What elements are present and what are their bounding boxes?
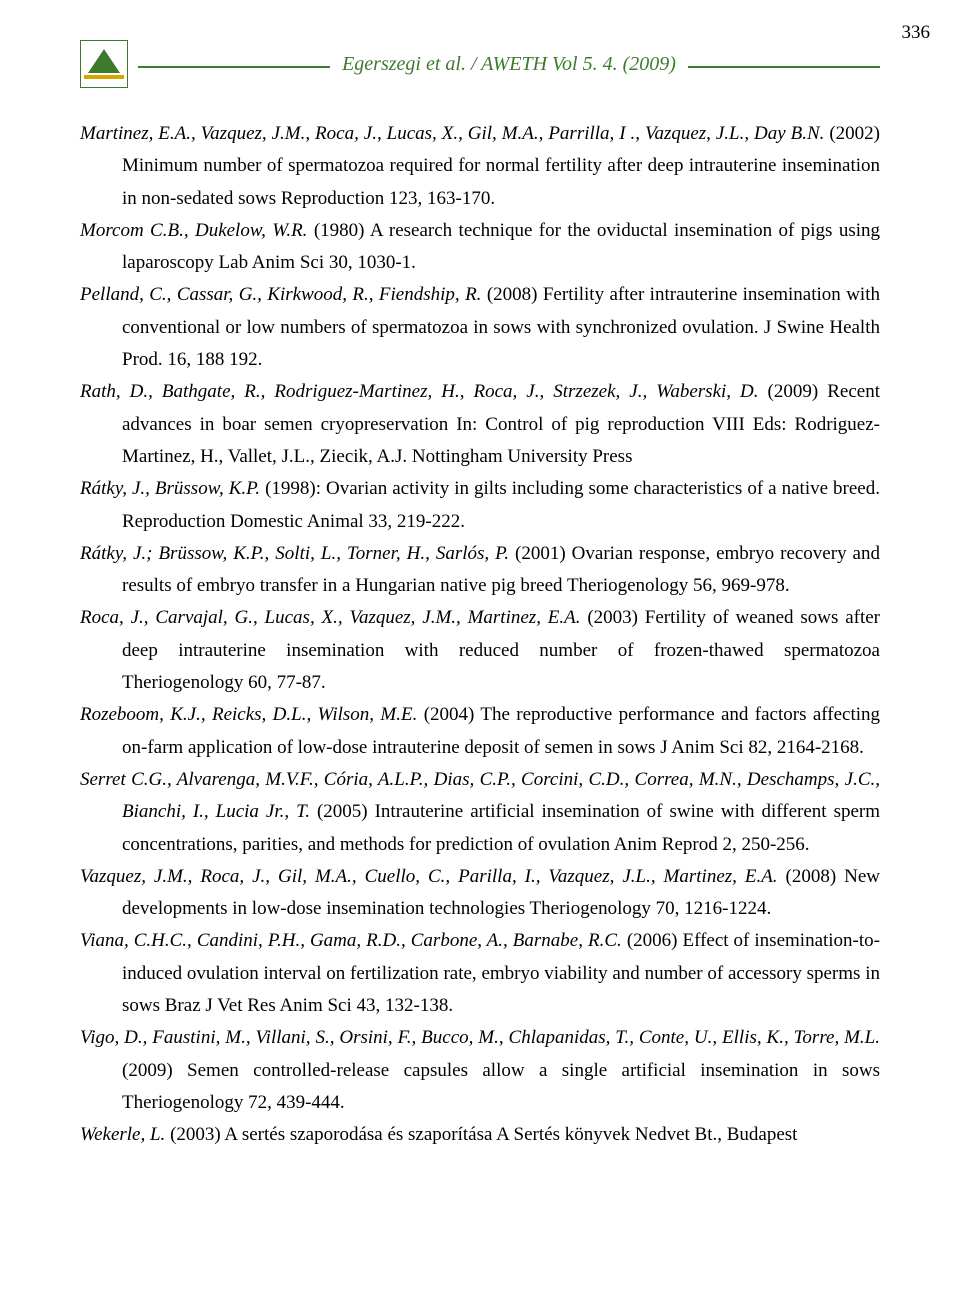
- reference-authors: Morcom C.B., Dukelow, W.R.: [80, 220, 307, 241]
- reference-authors: Rátky, J., Brüssow, K.P.: [80, 478, 260, 499]
- reference-authors: Rozeboom, K.J., Reicks, D.L., Wilson, M.…: [80, 704, 417, 725]
- page-number: 336: [902, 22, 931, 44]
- reference-item: Rátky, J.; Brüssow, K.P., Solti, L., Tor…: [80, 538, 880, 603]
- reference-authors: Viana, C.H.C., Candini, P.H., Gama, R.D.…: [80, 930, 622, 951]
- reference-authors: Rátky, J.; Brüssow, K.P., Solti, L., Tor…: [80, 543, 509, 564]
- reference-item: Morcom C.B., Dukelow, W.R. (1980) A rese…: [80, 215, 880, 280]
- reference-item: Wekerle, L. (2003) A sertés szaporodása …: [80, 1119, 880, 1151]
- journal-logo: [80, 40, 128, 88]
- reference-item: Viana, C.H.C., Candini, P.H., Gama, R.D.…: [80, 925, 880, 1022]
- reference-item: Vigo, D., Faustini, M., Villani, S., Ors…: [80, 1022, 880, 1119]
- reference-body: (2003) A sertés szaporodása és szaporítá…: [165, 1124, 797, 1145]
- reference-item: Martinez, E.A., Vazquez, J.M., Roca, J.,…: [80, 118, 880, 215]
- reference-body: (2009) Semen controlled-release capsules…: [122, 1060, 880, 1113]
- reference-item: Rath, D., Bathgate, R., Rodriguez-Martin…: [80, 376, 880, 473]
- reference-authors: Roca, J., Carvajal, G., Lucas, X., Vazqu…: [80, 607, 581, 628]
- reference-authors: Wekerle, L.: [80, 1124, 165, 1145]
- reference-authors: Vigo, D., Faustini, M., Villani, S., Ors…: [80, 1027, 880, 1048]
- reference-authors: Martinez, E.A., Vazquez, J.M., Roca, J.,…: [80, 123, 824, 144]
- reference-item: Rátky, J., Brüssow, K.P. (1998): Ovarian…: [80, 473, 880, 538]
- reference-item: Vazquez, J.M., Roca, J., Gil, M.A., Cuel…: [80, 861, 880, 926]
- reference-item: Rozeboom, K.J., Reicks, D.L., Wilson, M.…: [80, 699, 880, 764]
- reference-item: Serret C.G., Alvarenga, M.V.F., Cória, A…: [80, 764, 880, 861]
- reference-item: Pelland, C., Cassar, G., Kirkwood, R., F…: [80, 279, 880, 376]
- reference-authors: Pelland, C., Cassar, G., Kirkwood, R., F…: [80, 284, 481, 305]
- reference-authors: Vazquez, J.M., Roca, J., Gil, M.A., Cuel…: [80, 866, 778, 887]
- journal-title: Egerszegi et al. / AWETH Vol 5. 4. (2009…: [342, 53, 676, 76]
- reference-item: Roca, J., Carvajal, G., Lucas, X., Vazqu…: [80, 602, 880, 699]
- reference-authors: Rath, D., Bathgate, R., Rodriguez-Martin…: [80, 381, 759, 402]
- header-rule-right: [688, 66, 880, 68]
- page-header: Egerszegi et al. / AWETH Vol 5. 4. (2009…: [80, 40, 880, 88]
- header-rule-left: [138, 66, 330, 68]
- reference-list: Martinez, E.A., Vazquez, J.M., Roca, J.,…: [80, 118, 880, 1152]
